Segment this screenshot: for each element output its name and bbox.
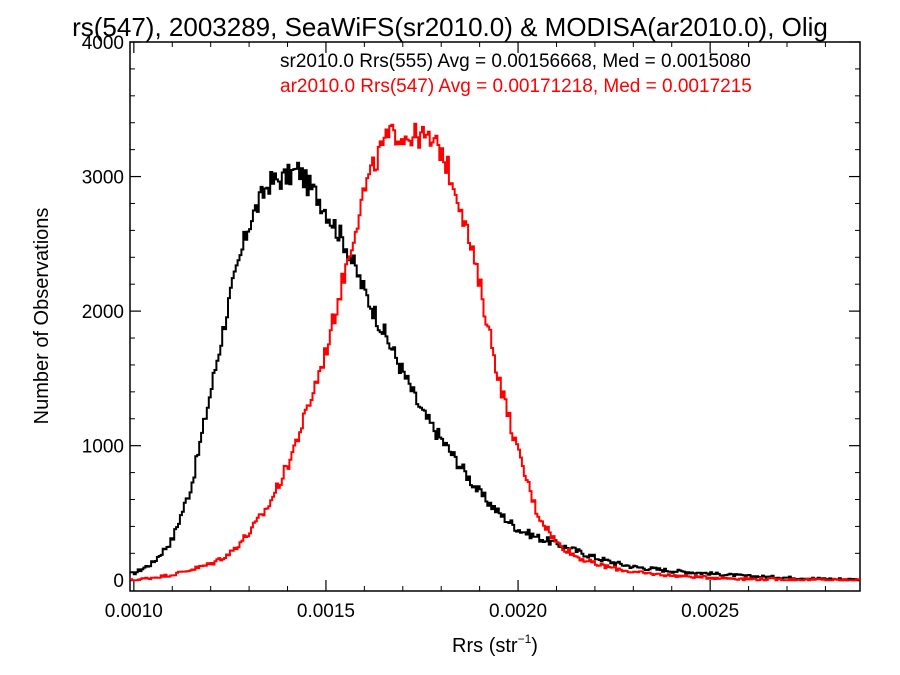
series-line-ar2010 (130, 122, 860, 582)
x-tick-label: 0.0025 (681, 601, 739, 622)
x-tick-label: 0.0020 (489, 601, 547, 622)
x-axis-label-close: ) (531, 635, 538, 657)
y-tick-label: 4000 (82, 33, 124, 54)
legend-entry-ar2010: ar2010.0 Rrs(547) Avg = 0.00171218, Med … (280, 76, 752, 97)
axis-ticks: 0.0010 0.0015 0.0020 0.0025 0 1000 2000 3000 400… (82, 33, 860, 622)
x-axis-label-superscript: −1 (518, 632, 532, 646)
x-tick-label: 0.0010 (105, 601, 163, 622)
plot-frame (129, 41, 861, 592)
y-tick-label: 3000 (82, 168, 124, 189)
x-tick-label: 0.0015 (297, 601, 355, 622)
y-tick-label: 0 (113, 571, 124, 592)
series-layer (130, 122, 860, 582)
chart-title: rs(547), 2003289, SeaWiFS(sr2010.0) & MO… (72, 12, 828, 42)
x-axis-label: Rrs (str−1) (452, 632, 538, 657)
y-tick-label: 2000 (82, 302, 124, 323)
x-axis-label-text: Rrs (str (452, 635, 518, 657)
series-line-sr2010 (130, 161, 860, 582)
y-tick-label: 1000 (82, 437, 124, 458)
legend-entry-sr2010: sr2010.0 Rrs(555) Avg = 0.00156668, Med … (280, 51, 751, 72)
y-axis-label: Number of Observations (31, 208, 53, 425)
